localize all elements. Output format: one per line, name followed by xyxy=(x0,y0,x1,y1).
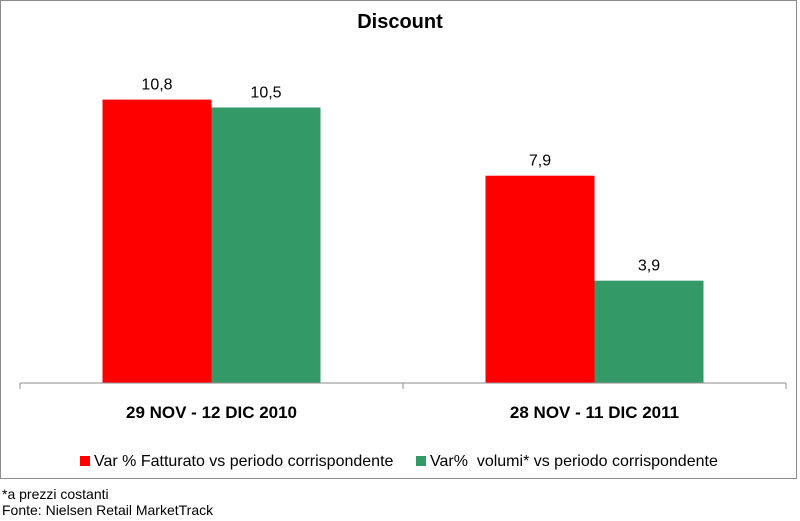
legend-swatch-0 xyxy=(80,456,90,466)
bar-fatturato-1 xyxy=(485,175,595,383)
bar-volumi-0 xyxy=(211,107,321,383)
data-label-volumi-1: 3,9 xyxy=(638,258,660,275)
category-label-1: 28 NOV - 11 DIC 2011 xyxy=(510,403,679,422)
chart-frame xyxy=(0,0,797,479)
chart-svg: Discount 10,8 10,5 29 NOV - 12 DIC 2010 7,9 3… xyxy=(19,11,787,470)
legend-label-1: Var% volumi* vs periodo corrispondente xyxy=(430,453,718,470)
category-label-0: 29 NOV - 12 DIC 2010 xyxy=(126,403,297,422)
legend-swatch-1 xyxy=(416,456,426,466)
chart-title: Discount xyxy=(357,11,443,33)
data-label-fatturato-0: 10,8 xyxy=(141,77,172,94)
legend-label-0: Var % Fatturato vs periodo corrispondent… xyxy=(94,453,394,470)
footnote-note: *a prezzi costanti xyxy=(2,486,109,502)
data-label-fatturato-1: 7,9 xyxy=(529,153,551,170)
bar-volumi-1 xyxy=(594,280,704,383)
footnote-source: Fonte: Nielsen Retail MarketTrack xyxy=(2,502,214,518)
bar-fatturato-0 xyxy=(102,99,212,383)
data-label-volumi-0: 10,5 xyxy=(250,84,281,101)
